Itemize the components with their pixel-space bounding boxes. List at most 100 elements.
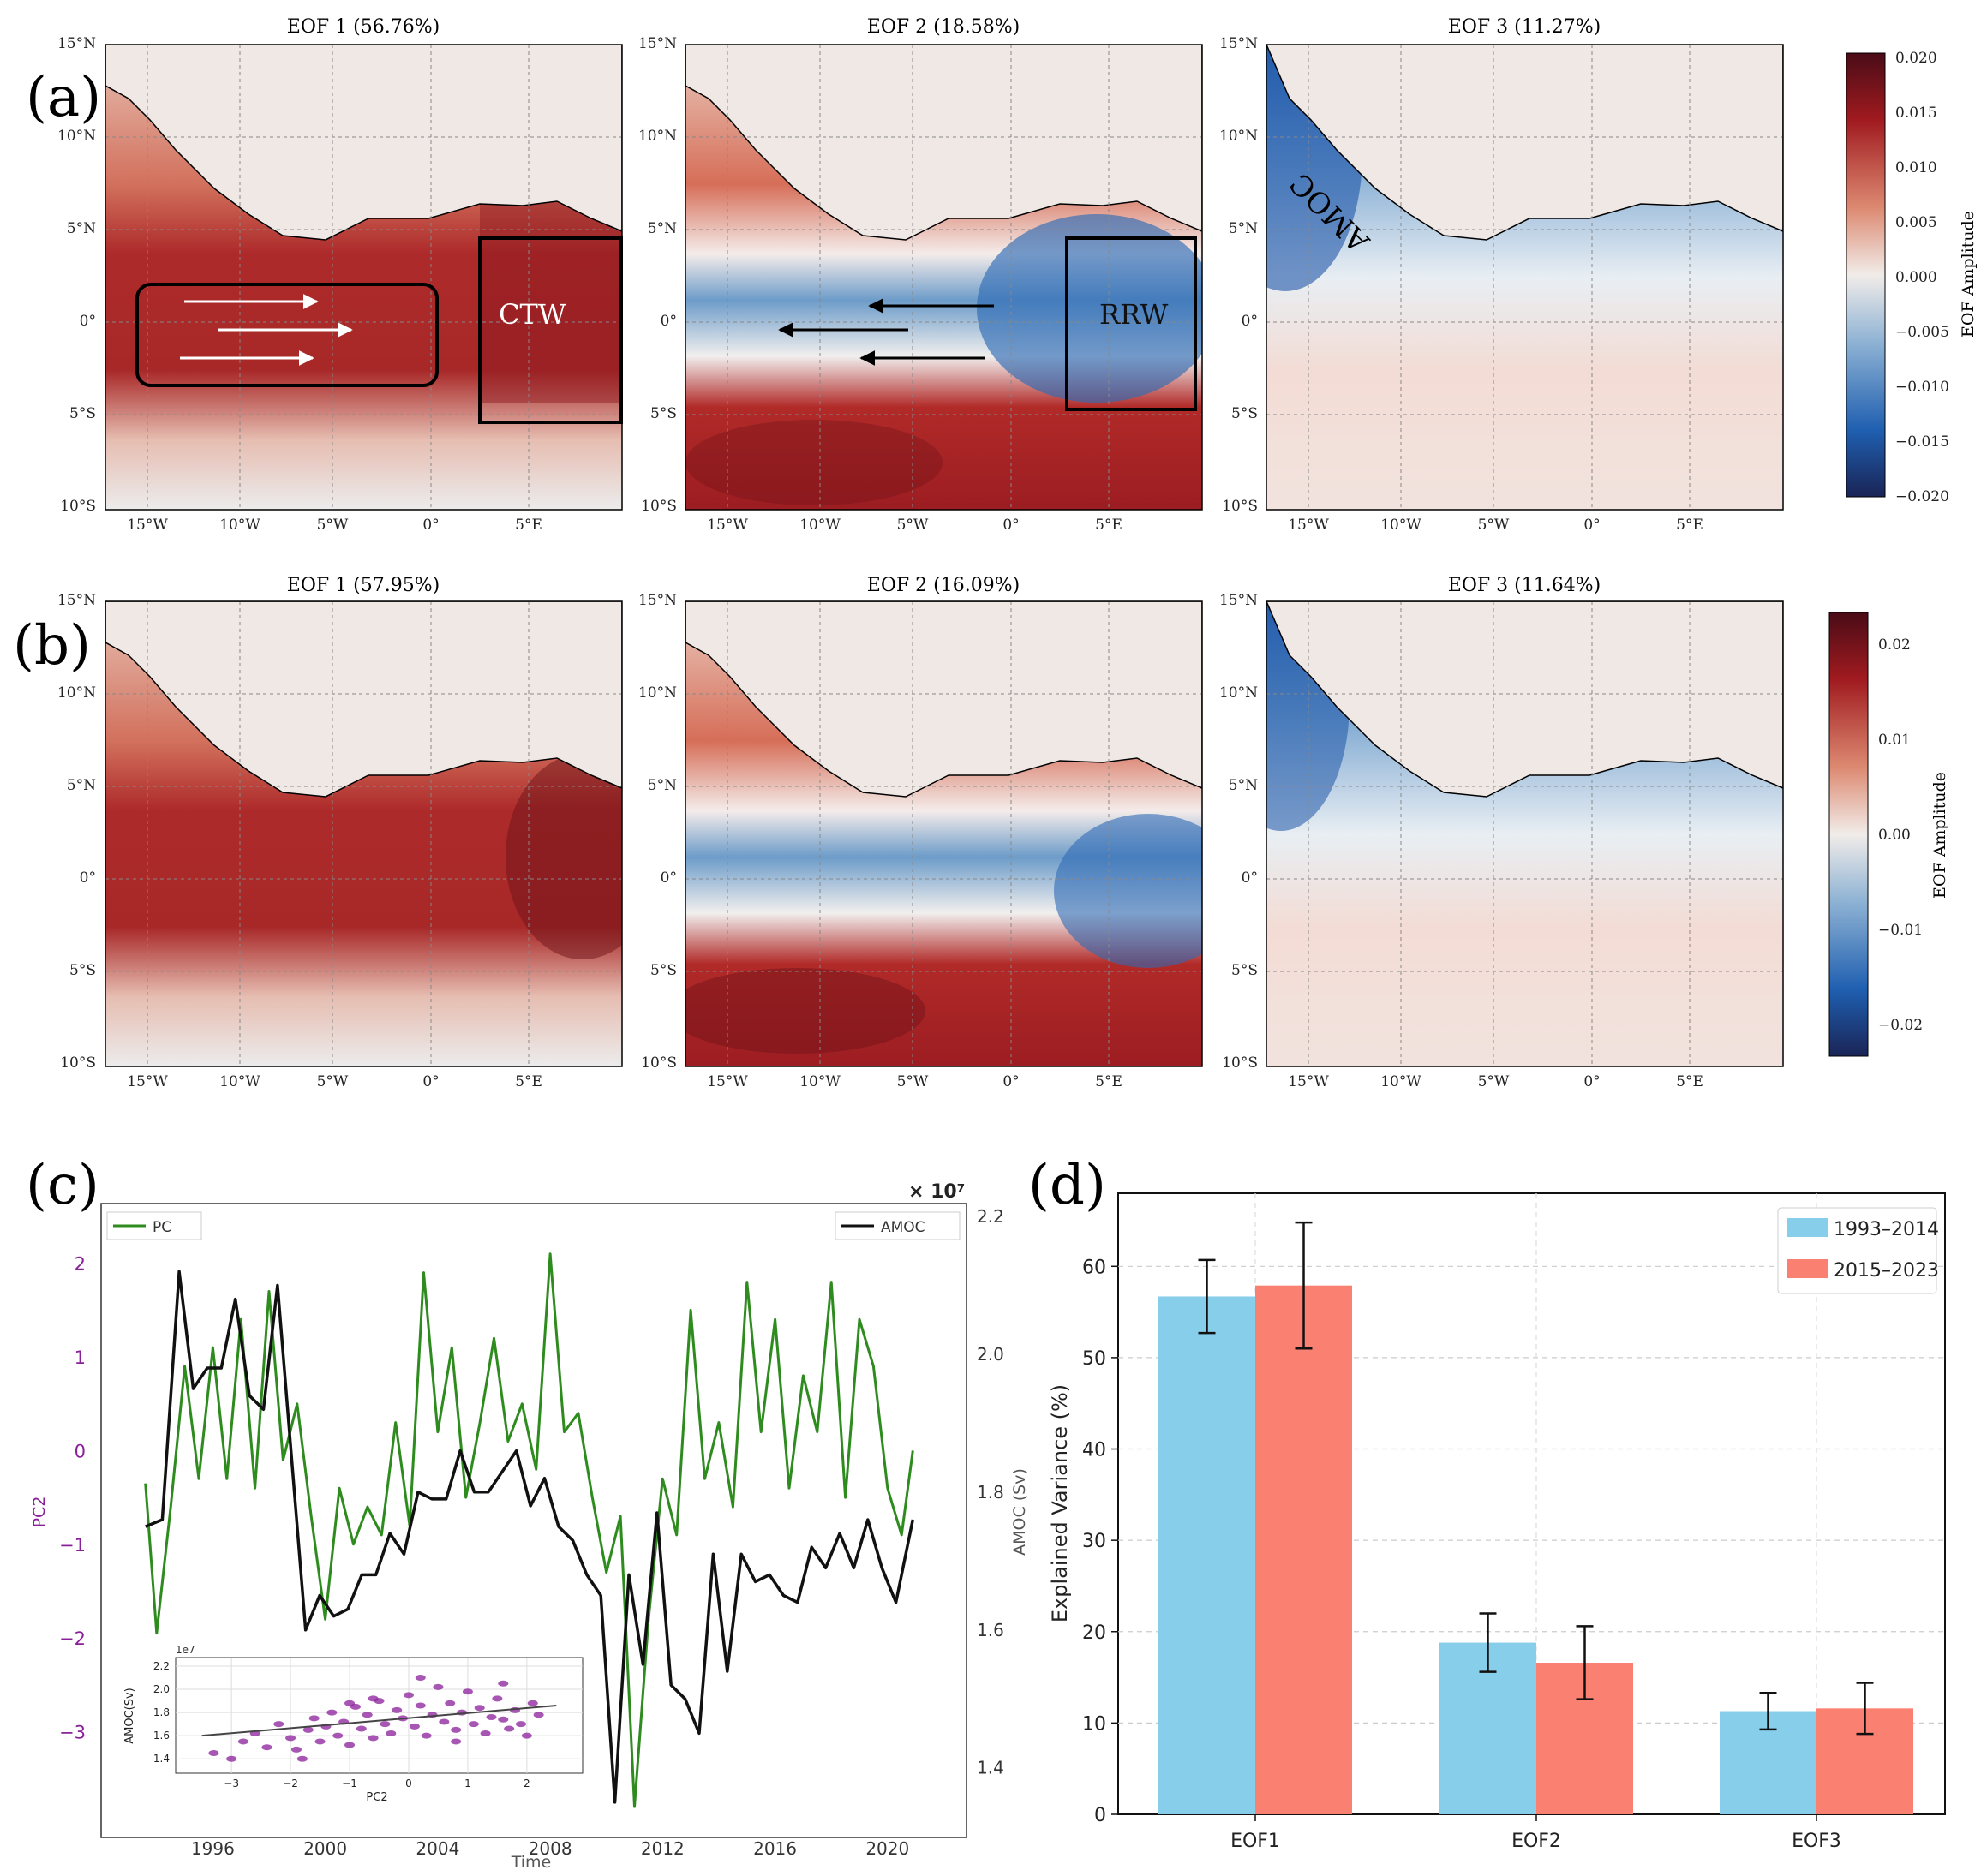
lon-tick: 5°W xyxy=(897,1073,929,1090)
lon-tick: 5°E xyxy=(515,1073,542,1090)
lon-tick: 5°E xyxy=(1095,1073,1122,1090)
d-x-tick-label: EOF2 xyxy=(1511,1831,1561,1852)
lon-tick: 0° xyxy=(422,1073,439,1090)
lat-tick: 15°N xyxy=(57,35,96,52)
left-tick-label: 1 xyxy=(75,1347,86,1368)
scatter-point xyxy=(468,1721,479,1728)
lat-tick: 10°N xyxy=(638,128,677,145)
lat-tick: 15°N xyxy=(638,35,677,52)
right-tick-label: 1.8 xyxy=(977,1482,1004,1503)
d-y-tick-label: 50 xyxy=(1082,1348,1106,1370)
scatter-point xyxy=(368,1735,379,1742)
lon-tick: 0° xyxy=(1002,1073,1019,1090)
scatter-point xyxy=(462,1688,473,1695)
lat-tick: 5°S xyxy=(1231,405,1258,422)
scatter-point xyxy=(296,1755,308,1762)
cbar-tick: −0.02 xyxy=(1878,1017,1923,1034)
chart-d-legend: 1993–2014 2015–2023 xyxy=(1777,1207,1939,1294)
scatter-point xyxy=(409,1723,420,1730)
lat-tick: 10°S xyxy=(641,1055,677,1072)
chart-c-inset: 1e7 AMOC(Sv) PC2 −3 −2 −1 0 1 2 2.2 2.0 1.8 1.6 1.… xyxy=(123,1644,584,1804)
ctw-region-box xyxy=(478,236,623,424)
lat-tick: 5°N xyxy=(1229,220,1258,237)
map-b3 xyxy=(1266,601,1783,1066)
scatter-point xyxy=(290,1746,302,1753)
inset-y-tick: 1.8 xyxy=(153,1706,170,1718)
lat-tick: 0° xyxy=(80,869,96,887)
inset-x-tick: 2 xyxy=(524,1777,530,1789)
scatter-point xyxy=(451,1726,462,1733)
scatter-point xyxy=(498,1680,509,1687)
chart-c-x-ticks: 1996 2000 2004 2008 2012 2016 2020 xyxy=(191,1838,909,1859)
panel-b-label: (b) xyxy=(13,614,91,678)
inset-x-tick: −2 xyxy=(283,1777,298,1789)
trend-line xyxy=(201,1705,557,1737)
left-tick-label: 0 xyxy=(75,1441,86,1461)
inset-x-tick: 1 xyxy=(464,1777,471,1789)
map-a3 xyxy=(1266,45,1783,510)
map-a1 xyxy=(105,45,622,510)
inset-y-tick: 2.2 xyxy=(153,1660,170,1672)
lat-tick: 5°S xyxy=(650,405,677,422)
right-tick-label: 2.0 xyxy=(977,1344,1004,1365)
lat-tick: 5°S xyxy=(69,962,96,979)
inset-y-label: AMOC(Sv) xyxy=(123,1688,136,1744)
cbar-tick: −0.01 xyxy=(1878,922,1923,939)
legend-1993-swatch xyxy=(1787,1218,1828,1237)
chart-c-lines xyxy=(144,1252,915,1808)
d-y-tick-label: 60 xyxy=(1082,1257,1106,1278)
lon-tick: 15°W xyxy=(127,517,168,534)
ctw-box xyxy=(135,283,439,387)
cbar-tick: −0.005 xyxy=(1895,324,1949,341)
inset-x-tick: −3 xyxy=(224,1777,239,1789)
scatter-point xyxy=(314,1738,326,1745)
lat-tick: 15°N xyxy=(638,592,677,609)
lat-tick: 0° xyxy=(661,313,677,330)
lon-tick: 5°W xyxy=(1478,517,1510,534)
map-a-axis-ticks: 15°N 10°N 5°N 0° 5°S 10°S 15°N 10°N 5°N … xyxy=(57,35,1703,534)
lon-tick: 5°E xyxy=(1095,517,1122,534)
panel-b-maps: EOF 1 (57.95%) EOF 2 (16.09%) EOF 3 (11.… xyxy=(57,575,1949,1090)
lat-tick: 15°N xyxy=(57,592,96,609)
d-y-tick-label: 20 xyxy=(1082,1622,1106,1644)
cbar-tick: −0.015 xyxy=(1895,433,1949,451)
lon-tick: 5°W xyxy=(317,1073,349,1090)
bar-eof1-2015-2023 xyxy=(1255,1285,1352,1814)
scatter-point xyxy=(498,1716,509,1723)
x-tick-label: 1996 xyxy=(191,1838,235,1859)
lat-tick: 10°S xyxy=(641,498,677,515)
lat-tick: 5°N xyxy=(67,220,96,237)
lon-tick: 15°W xyxy=(127,1073,168,1090)
scatter-point xyxy=(492,1695,503,1702)
scatter-point xyxy=(515,1721,526,1728)
scatter-point xyxy=(362,1712,373,1718)
cbar-tick: −0.020 xyxy=(1895,488,1949,505)
chart-c-left-label: PC2 xyxy=(30,1497,49,1528)
lat-tick: 10°S xyxy=(60,498,96,515)
lon-tick: 10°W xyxy=(219,1073,260,1090)
lat-tick: 5°S xyxy=(1231,962,1258,979)
lon-tick: 5°W xyxy=(897,517,929,534)
x-tick-label: 2012 xyxy=(641,1838,685,1859)
d-y-tick-label: 0 xyxy=(1094,1805,1106,1826)
rrw-region-box xyxy=(1065,236,1197,411)
lat-tick: 5°S xyxy=(69,405,96,422)
inset-y-tick: 1.6 xyxy=(153,1730,170,1742)
lat-tick: 0° xyxy=(661,869,677,887)
lon-tick: 0° xyxy=(1583,1073,1600,1090)
scatter-point xyxy=(237,1738,248,1745)
cbar-tick: 0.020 xyxy=(1895,50,1937,67)
chart-c-multiplier: × 10⁷ xyxy=(908,1181,965,1203)
scatter-point xyxy=(261,1744,272,1751)
lon-tick: 5°W xyxy=(317,517,349,534)
scatter-point xyxy=(533,1712,544,1718)
lon-tick: 15°W xyxy=(707,517,748,534)
chart-c-legend-amoc: AMOC xyxy=(835,1211,961,1240)
chart-c-right-label: AMOC (Sv) xyxy=(1010,1468,1029,1556)
lon-tick: 10°W xyxy=(1380,1073,1421,1090)
inset-frame xyxy=(175,1657,584,1774)
cbar-tick: 0.00 xyxy=(1878,827,1911,844)
legend-pc-label: PC xyxy=(153,1219,171,1236)
rrw-label: RRW xyxy=(1099,298,1168,331)
bar-eof1-1993-2014 xyxy=(1158,1296,1255,1814)
